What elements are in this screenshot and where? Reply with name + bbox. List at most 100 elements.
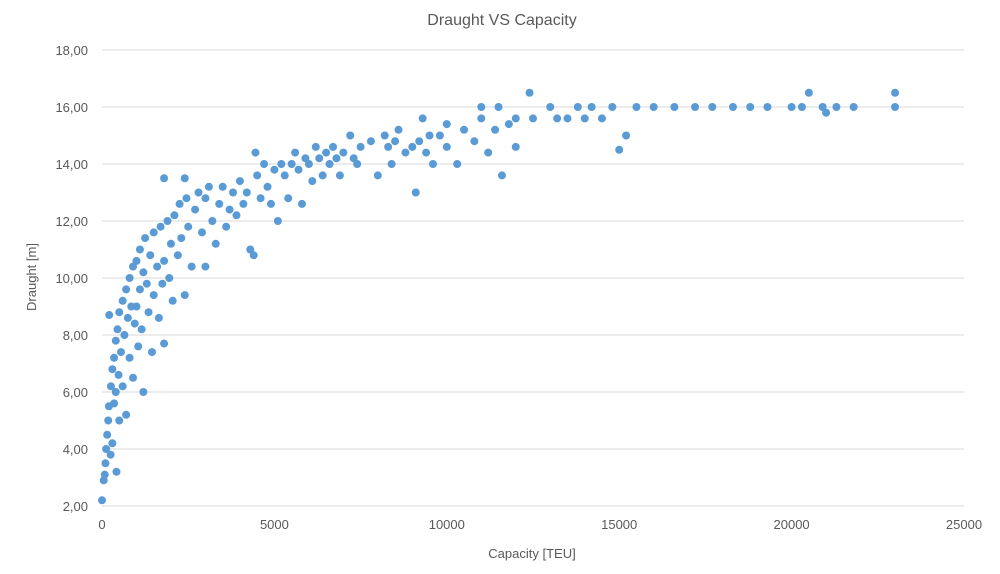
data-point	[256, 194, 265, 203]
data-point	[615, 145, 624, 154]
data-point	[366, 137, 375, 146]
data-point	[280, 171, 289, 180]
data-point	[315, 154, 324, 163]
data-point	[597, 114, 606, 123]
data-point	[266, 199, 275, 208]
data-point	[149, 228, 158, 237]
data-point	[563, 114, 572, 123]
data-point	[401, 148, 410, 157]
data-point	[891, 88, 900, 97]
data-point	[182, 194, 191, 203]
data-point	[411, 188, 420, 197]
data-point	[111, 336, 120, 345]
data-point	[339, 148, 348, 157]
data-points	[98, 88, 900, 505]
data-point	[435, 131, 444, 140]
data-point	[122, 410, 131, 419]
data-point	[308, 177, 317, 186]
data-point	[632, 103, 641, 111]
data-point	[587, 103, 596, 111]
data-point	[318, 171, 327, 180]
y-tick-label: 8,00	[63, 328, 88, 343]
data-point	[222, 222, 231, 231]
y-axis-ticks: 2,00 4,00 6,00 8,00 10,00 12,00 14,00 16,00 18,0…	[55, 43, 88, 514]
data-point	[391, 137, 400, 146]
data-point	[110, 399, 119, 408]
y-tick-label: 12,00	[55, 214, 88, 229]
data-point	[225, 205, 234, 214]
data-point	[239, 199, 248, 208]
data-point	[100, 470, 109, 479]
y-axis-title: Draught [m]	[24, 243, 39, 311]
data-point	[497, 171, 506, 180]
data-point	[180, 291, 189, 300]
data-point	[394, 125, 403, 134]
data-point	[484, 148, 493, 157]
data-point	[141, 234, 150, 243]
data-point	[160, 256, 169, 265]
data-point	[373, 171, 382, 180]
data-point	[691, 103, 700, 111]
x-tick-label: 0	[98, 517, 105, 532]
data-point	[253, 171, 262, 180]
data-point	[294, 165, 303, 174]
data-point	[418, 114, 427, 123]
x-axis-ticks: 0 5000 10000 15000 20000 25000	[98, 517, 982, 532]
data-point	[356, 142, 365, 151]
data-point	[291, 148, 300, 157]
data-point	[525, 88, 534, 97]
data-point	[251, 148, 260, 157]
data-point	[112, 467, 121, 476]
data-point	[408, 142, 417, 151]
data-point	[204, 182, 213, 191]
data-point	[129, 373, 138, 382]
data-point	[160, 174, 169, 183]
data-point	[146, 251, 155, 260]
data-point	[160, 339, 169, 348]
y-tick-label: 16,00	[55, 100, 88, 115]
data-point	[832, 103, 841, 111]
data-point	[137, 325, 146, 334]
data-point	[135, 285, 144, 294]
data-point	[104, 416, 113, 425]
data-point	[218, 182, 227, 191]
data-point	[442, 142, 451, 151]
data-point	[270, 165, 279, 174]
data-point	[173, 251, 182, 260]
data-point	[132, 256, 141, 265]
data-point	[249, 251, 258, 260]
data-point	[232, 211, 241, 220]
gridlines	[102, 49, 964, 450]
data-point	[325, 160, 334, 168]
data-point	[580, 114, 589, 123]
data-point	[201, 262, 210, 271]
data-point	[311, 142, 320, 151]
data-point	[122, 285, 131, 294]
data-point	[849, 103, 858, 111]
data-point	[156, 222, 165, 231]
data-point	[130, 319, 139, 328]
data-point	[139, 268, 148, 277]
data-point	[215, 199, 224, 208]
y-tick-label: 18,00	[55, 43, 88, 58]
data-point	[546, 103, 555, 111]
data-point	[442, 120, 451, 129]
x-axis-title: Capacity [TEU]	[488, 546, 575, 561]
data-point	[111, 388, 120, 396]
x-tick-label: 20000	[774, 517, 810, 532]
data-point	[114, 370, 123, 379]
data-point	[384, 142, 393, 151]
data-point	[170, 211, 179, 220]
data-point	[113, 325, 122, 334]
data-point	[166, 239, 175, 248]
data-point	[191, 205, 200, 214]
data-point	[208, 217, 217, 225]
data-point	[106, 450, 115, 459]
data-point	[153, 262, 162, 271]
data-point	[98, 496, 106, 505]
data-point	[165, 274, 174, 282]
data-point	[175, 199, 184, 208]
data-point	[453, 160, 462, 168]
y-tick-label: 2,00	[63, 499, 88, 514]
data-point	[142, 279, 151, 288]
